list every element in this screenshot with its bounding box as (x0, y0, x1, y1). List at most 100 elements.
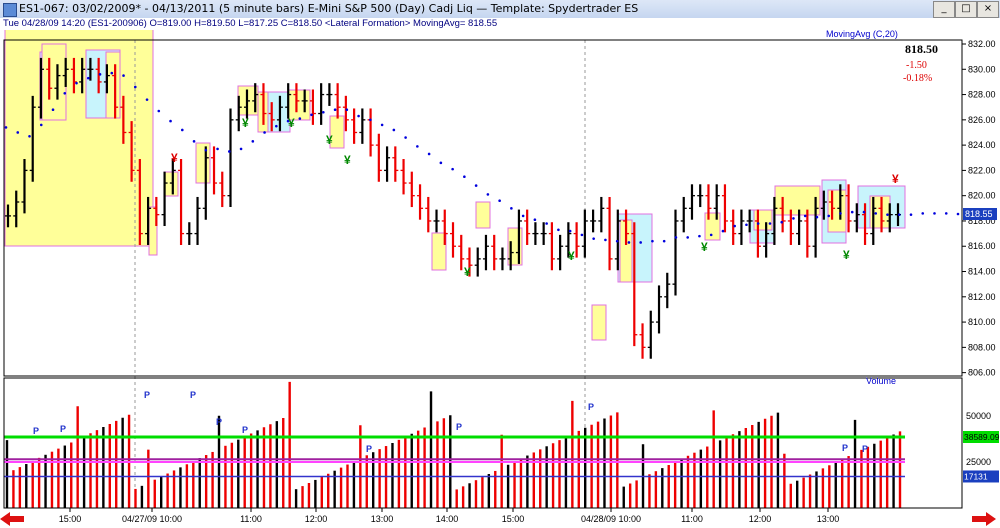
moving-average-point (357, 114, 360, 118)
price-tick-label: 832.00 (968, 39, 996, 49)
minimize-button[interactable]: _ (933, 1, 955, 18)
moving-average-point (862, 210, 866, 214)
chart-background (0, 30, 1000, 526)
scroll-left-arrow-icon[interactable] (0, 512, 26, 526)
price-tick-label: 830.00 (968, 64, 996, 74)
trade-marker: ¥ (242, 116, 249, 130)
moving-average-point (86, 76, 90, 80)
volume-value-tag (963, 470, 999, 483)
moving-average-point (345, 108, 349, 112)
volume-value-tag-text: 17131 (964, 471, 988, 481)
moving-average-point (756, 222, 760, 225)
moving-average-point (145, 98, 149, 101)
moving-average-point (28, 134, 31, 138)
moving-average-point (815, 215, 819, 219)
x-tick-label: 11:00 (240, 514, 262, 524)
price-tick-label: 806.00 (968, 368, 996, 378)
trade-marker: ¥ (288, 116, 295, 130)
moving-average-point (263, 131, 266, 134)
price-tick-label: 816.00 (968, 241, 996, 251)
moving-average-point (4, 126, 8, 129)
volume-p-marker: P (242, 425, 248, 435)
moving-average-point (333, 108, 337, 112)
moving-average-point (486, 193, 490, 196)
volume-tick-label: 25000 (966, 457, 991, 467)
moving-average-point (897, 213, 901, 216)
moving-average-point (568, 229, 572, 233)
price-tick-label: 826.00 (968, 115, 996, 125)
trade-marker: ¥ (701, 240, 708, 254)
moving-average-line (4, 71, 960, 244)
moving-average-point (51, 108, 55, 112)
moving-average-point (674, 236, 678, 239)
moving-average-point (545, 222, 548, 225)
x-tick-label: 15:00 (59, 514, 82, 524)
moving-average-point (228, 150, 231, 153)
price-change: -1.50 (906, 60, 927, 71)
moving-average-point (639, 241, 642, 244)
moving-average-point (122, 74, 125, 77)
volume-p-marker: P (456, 422, 462, 432)
moving-average-point (392, 128, 396, 132)
volume-tick-label: 50000 (966, 411, 991, 421)
moving-average-point (39, 123, 43, 127)
price-tick-label: 824.00 (968, 140, 996, 150)
moving-average-point (803, 214, 807, 218)
price-bars (5, 57, 901, 359)
moving-average-point (439, 161, 443, 165)
price-tick-label: 810.00 (968, 317, 996, 327)
pattern-box (163, 171, 179, 197)
maximize-button[interactable]: □ (955, 1, 977, 18)
x-tick-label: 12:00 (305, 514, 328, 524)
moving-average-point (956, 212, 960, 216)
close-button[interactable]: × (977, 1, 999, 18)
moving-average-point (651, 239, 654, 243)
pattern-box (591, 304, 607, 341)
x-tick-label: 12:00 (749, 514, 772, 524)
moving-average-point (498, 199, 501, 203)
moving-average-point (557, 228, 560, 232)
moving-average-point (792, 217, 795, 220)
volume-p-marker: P (862, 444, 868, 454)
moving-average-point (216, 147, 219, 151)
price-volume-chart[interactable]: ¥ ¥ ¥ ¥ ¥ ¥ ¥ ¥ ¥ ¥ P P P P P P P P P P P 832.00 830.00 828.0… (0, 30, 1000, 526)
price-panel-frame (3, 39, 963, 377)
moving-average-point (909, 213, 913, 216)
moving-average-point (721, 229, 725, 233)
price-tick-label: 818.00 (968, 216, 996, 226)
moving-average-point (662, 239, 666, 243)
moving-average-point (275, 124, 278, 128)
volume-p-marker: P (216, 417, 222, 427)
moving-average-point (827, 214, 831, 218)
title-bar[interactable]: ES1-067: 03/02/2009* - 04/13/2011 (5 min… (0, 0, 1000, 19)
scroll-right-arrow-icon[interactable] (972, 512, 998, 526)
moving-avg-label: MovingAvg (C,20) (826, 30, 898, 39)
moving-average-point (192, 140, 196, 143)
moving-average-point (615, 239, 619, 243)
last-value-tag (963, 208, 997, 221)
window-title: ES1-067: 03/02/2009* - 04/13/2011 (5 min… (19, 2, 639, 15)
moving-average-point (251, 140, 255, 143)
trade-marker: ¥ (568, 249, 575, 263)
volume-p-marker: P (60, 424, 66, 434)
moving-average-point (745, 223, 748, 227)
moving-average-point (286, 119, 290, 123)
moving-average-point (592, 237, 595, 240)
moving-average-point (204, 148, 208, 152)
pattern-box (753, 209, 773, 231)
moving-average-point (533, 218, 537, 221)
last-close-value: 818.50 (905, 42, 938, 56)
bar-info-text: Tue 04/28/09 14:20 (ES1-200906) O=819.00… (3, 18, 498, 29)
moving-average-point (604, 238, 607, 242)
moving-average-point (416, 145, 419, 148)
pattern-box (105, 51, 121, 119)
price-tick-label: 812.00 (968, 292, 996, 302)
pattern-box (41, 43, 67, 121)
moving-average-point (521, 214, 525, 218)
x-tick-label: 13:00 (371, 514, 394, 524)
price-tick-label: 820.00 (968, 191, 996, 201)
info-bar: Tue 04/28/09 14:20 (ES1-200906) O=819.00… (0, 18, 1000, 30)
pattern-box (195, 142, 211, 184)
x-tick-label: 11:00 (681, 514, 703, 524)
